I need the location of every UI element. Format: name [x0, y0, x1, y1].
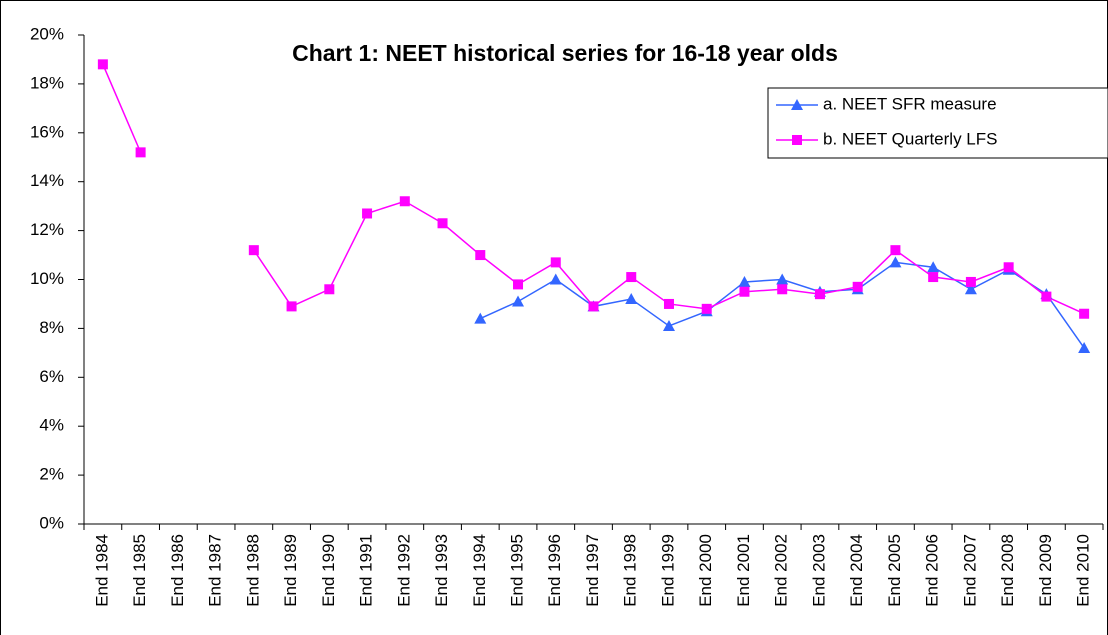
x-tick-label: End 1988 [243, 534, 262, 607]
y-tick-label: 8% [39, 318, 64, 337]
legend-label: a. NEET SFR measure [823, 94, 997, 113]
x-tick-label: End 1985 [130, 534, 149, 607]
x-tick-label: End 2007 [960, 534, 979, 607]
marker [776, 273, 789, 285]
x-tick-label: End 1984 [92, 534, 111, 607]
marker [550, 257, 561, 268]
x-tick-label: End 2004 [847, 534, 866, 607]
marker [97, 59, 108, 70]
marker [626, 272, 637, 283]
x-tick-label: End 1990 [319, 534, 338, 607]
x-tick-label: End 2000 [696, 534, 715, 607]
marker [1079, 308, 1090, 319]
x-tick-label: End 2009 [1036, 534, 1055, 607]
marker [248, 245, 259, 256]
marker [399, 196, 410, 207]
x-tick-label: End 1998 [621, 534, 640, 607]
y-tick-label: 0% [39, 513, 64, 532]
y-tick-label: 4% [39, 416, 64, 435]
marker [135, 147, 146, 158]
x-tick-label: End 1997 [583, 534, 602, 607]
marker [588, 301, 599, 312]
marker [1003, 262, 1014, 273]
y-tick-label: 6% [39, 367, 64, 386]
x-tick-label: End 1996 [545, 534, 564, 607]
marker [475, 250, 486, 261]
legend-label: b. NEET Quarterly LFS [823, 129, 997, 148]
y-tick-label: 18% [30, 73, 64, 92]
marker [927, 261, 940, 273]
x-tick-label: End 1986 [168, 534, 187, 607]
x-tick-label: End 2006 [923, 534, 942, 607]
y-tick-label: 20% [30, 24, 64, 43]
x-tick-label: End 1999 [658, 534, 677, 607]
x-tick-label: End 2003 [809, 534, 828, 607]
marker [512, 295, 525, 307]
y-tick-label: 10% [30, 269, 64, 288]
marker [777, 284, 788, 295]
x-tick-label: End 1992 [394, 534, 413, 607]
legend-marker [792, 135, 802, 145]
marker [739, 286, 750, 297]
marker [890, 245, 901, 256]
marker [324, 284, 335, 295]
x-tick-label: End 2001 [734, 534, 753, 607]
x-tick-label: End 2008 [998, 534, 1017, 607]
x-tick-label: End 1991 [357, 534, 376, 607]
chart-title: Chart 1: NEET historical series for 16-1… [292, 40, 838, 66]
x-tick-label: End 1994 [470, 534, 489, 607]
x-tick-label: End 2005 [885, 534, 904, 607]
x-tick-label: End 1995 [508, 534, 527, 607]
marker [662, 319, 675, 331]
marker [513, 279, 524, 290]
legend-marker [791, 99, 803, 110]
marker [738, 275, 751, 287]
marker [362, 208, 373, 219]
y-tick-label: 16% [30, 122, 64, 141]
y-tick-label: 14% [30, 171, 64, 190]
x-tick-label: End 1989 [281, 534, 300, 607]
marker [928, 272, 939, 283]
marker [814, 289, 825, 300]
marker [663, 298, 674, 309]
marker [852, 281, 863, 292]
marker [1041, 291, 1052, 302]
marker [437, 218, 448, 229]
marker [965, 276, 976, 287]
y-tick-label: 2% [39, 465, 64, 484]
x-tick-label: End 2002 [772, 534, 791, 607]
marker [964, 283, 977, 295]
series-line [102, 64, 142, 153]
marker [474, 312, 487, 324]
marker [1078, 341, 1091, 353]
y-tick-label: 12% [30, 220, 64, 239]
marker [701, 303, 712, 314]
marker [625, 293, 638, 305]
marker [889, 256, 902, 268]
x-tick-label: End 1993 [432, 534, 451, 607]
legend-box [767, 87, 1108, 159]
marker [549, 273, 562, 285]
x-tick-label: End 2010 [1074, 534, 1093, 607]
x-tick-label: End 1987 [206, 534, 225, 607]
marker [286, 301, 297, 312]
